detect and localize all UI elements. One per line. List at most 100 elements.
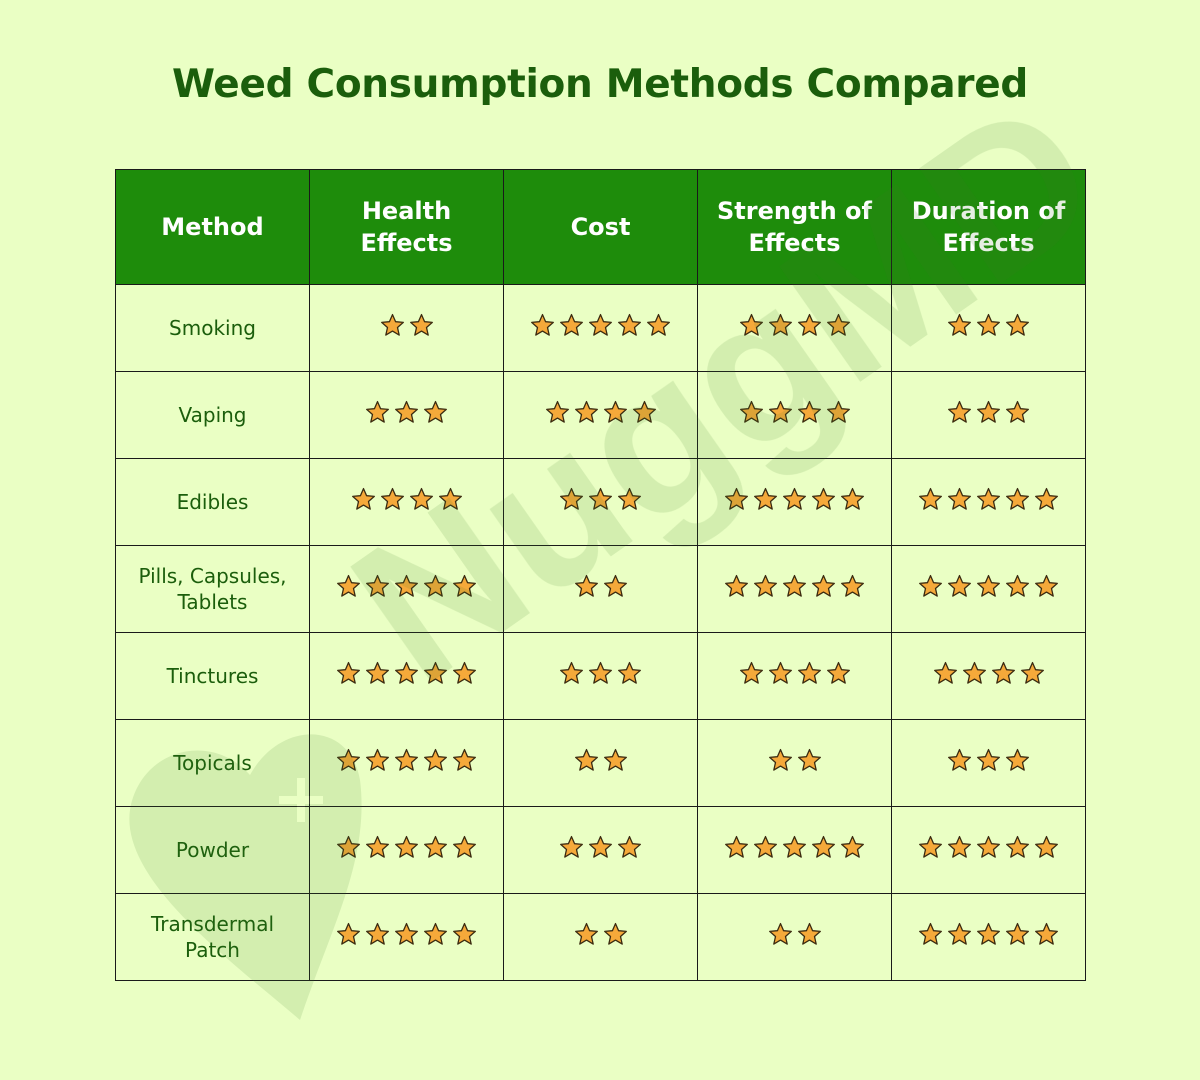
method-cell: Pills, Capsules, Tablets	[115, 545, 310, 633]
star-icon	[395, 400, 418, 423]
star-rating	[574, 748, 628, 773]
star-icon	[768, 748, 792, 771]
star-rating	[559, 487, 642, 512]
star-icon	[919, 835, 942, 858]
star-icon	[919, 922, 942, 945]
star-icon	[977, 835, 1000, 858]
star-rating	[530, 313, 671, 338]
cost-rating-cell	[503, 806, 698, 894]
star-icon	[618, 487, 641, 510]
star-icon	[589, 487, 612, 510]
star-icon	[977, 313, 1000, 336]
star-icon	[603, 922, 627, 945]
duration-of-effects-rating-cell	[891, 371, 1086, 459]
star-icon	[395, 574, 418, 597]
star-rating	[336, 574, 477, 599]
star-icon	[725, 487, 748, 510]
strength-of-effects-rating-cell	[697, 545, 892, 633]
method-cell: Transdermal Patch	[115, 893, 310, 981]
cost-rating-cell	[503, 632, 698, 720]
star-icon	[366, 661, 389, 684]
star-icon	[560, 835, 583, 858]
star-icon	[919, 574, 942, 597]
duration-of-effects-rating-cell	[891, 545, 1086, 633]
star-icon	[991, 661, 1015, 684]
star-icon	[424, 835, 447, 858]
star-icon	[739, 400, 763, 423]
method-cell: Topicals	[115, 719, 310, 807]
star-icon	[739, 313, 763, 336]
star-icon	[948, 400, 971, 423]
star-icon	[797, 661, 821, 684]
star-rating	[768, 922, 822, 947]
star-rating	[365, 400, 448, 425]
star-rating	[336, 748, 477, 773]
strength-of-effects-rating-cell	[697, 632, 892, 720]
star-icon	[1006, 922, 1029, 945]
cost-rating-cell	[503, 719, 698, 807]
star-icon	[977, 487, 1000, 510]
star-icon	[647, 313, 670, 336]
star-rating	[918, 922, 1059, 947]
star-icon	[919, 487, 942, 510]
star-icon	[754, 574, 777, 597]
cost-rating-cell	[503, 284, 698, 372]
star-icon	[725, 835, 748, 858]
health-effects-rating-cell	[309, 893, 504, 981]
header-duration-of-effects: Duration of Effects	[891, 169, 1086, 285]
star-icon	[424, 922, 447, 945]
star-icon	[797, 400, 821, 423]
comparison-table: Method Health Effects Cost Strength of E…	[115, 169, 1086, 981]
star-icon	[977, 400, 1000, 423]
star-rating	[947, 313, 1030, 338]
star-icon	[438, 487, 462, 510]
star-icon	[948, 574, 971, 597]
star-icon	[366, 922, 389, 945]
star-icon	[948, 313, 971, 336]
star-icon	[453, 661, 476, 684]
star-icon	[424, 748, 447, 771]
star-rating	[724, 835, 865, 860]
duration-of-effects-rating-cell	[891, 284, 1086, 372]
health-effects-rating-cell	[309, 284, 504, 372]
cost-rating-cell	[503, 545, 698, 633]
star-icon	[618, 835, 641, 858]
star-rating	[947, 400, 1030, 425]
health-effects-rating-cell	[309, 371, 504, 459]
star-icon	[725, 574, 748, 597]
star-icon	[366, 748, 389, 771]
star-icon	[337, 574, 360, 597]
star-rating	[336, 661, 477, 686]
star-icon	[380, 487, 404, 510]
star-icon	[977, 574, 1000, 597]
strength-of-effects-rating-cell	[697, 719, 892, 807]
star-icon	[754, 835, 777, 858]
star-icon	[768, 661, 792, 684]
star-icon	[826, 400, 850, 423]
star-icon	[783, 835, 806, 858]
star-rating	[724, 574, 865, 599]
star-rating	[739, 313, 851, 338]
star-icon	[977, 748, 1000, 771]
star-icon	[1006, 574, 1029, 597]
star-icon	[409, 313, 433, 336]
star-icon	[424, 400, 447, 423]
health-effects-rating-cell	[309, 458, 504, 546]
star-icon	[812, 487, 835, 510]
star-icon	[977, 922, 1000, 945]
star-icon	[1006, 313, 1029, 336]
table-row: Edibles	[115, 458, 1086, 546]
cost-rating-cell	[503, 893, 698, 981]
star-icon	[589, 313, 612, 336]
star-icon	[574, 748, 598, 771]
star-icon	[797, 748, 821, 771]
star-icon	[1035, 574, 1058, 597]
table-row: Pills, Capsules, Tablets	[115, 545, 1086, 633]
header-row: Method Health Effects Cost Strength of E…	[115, 169, 1086, 285]
star-icon	[366, 835, 389, 858]
star-icon	[1006, 835, 1029, 858]
method-cell: Vaping	[115, 371, 310, 459]
star-icon	[603, 748, 627, 771]
strength-of-effects-rating-cell	[697, 284, 892, 372]
star-rating	[559, 661, 642, 686]
